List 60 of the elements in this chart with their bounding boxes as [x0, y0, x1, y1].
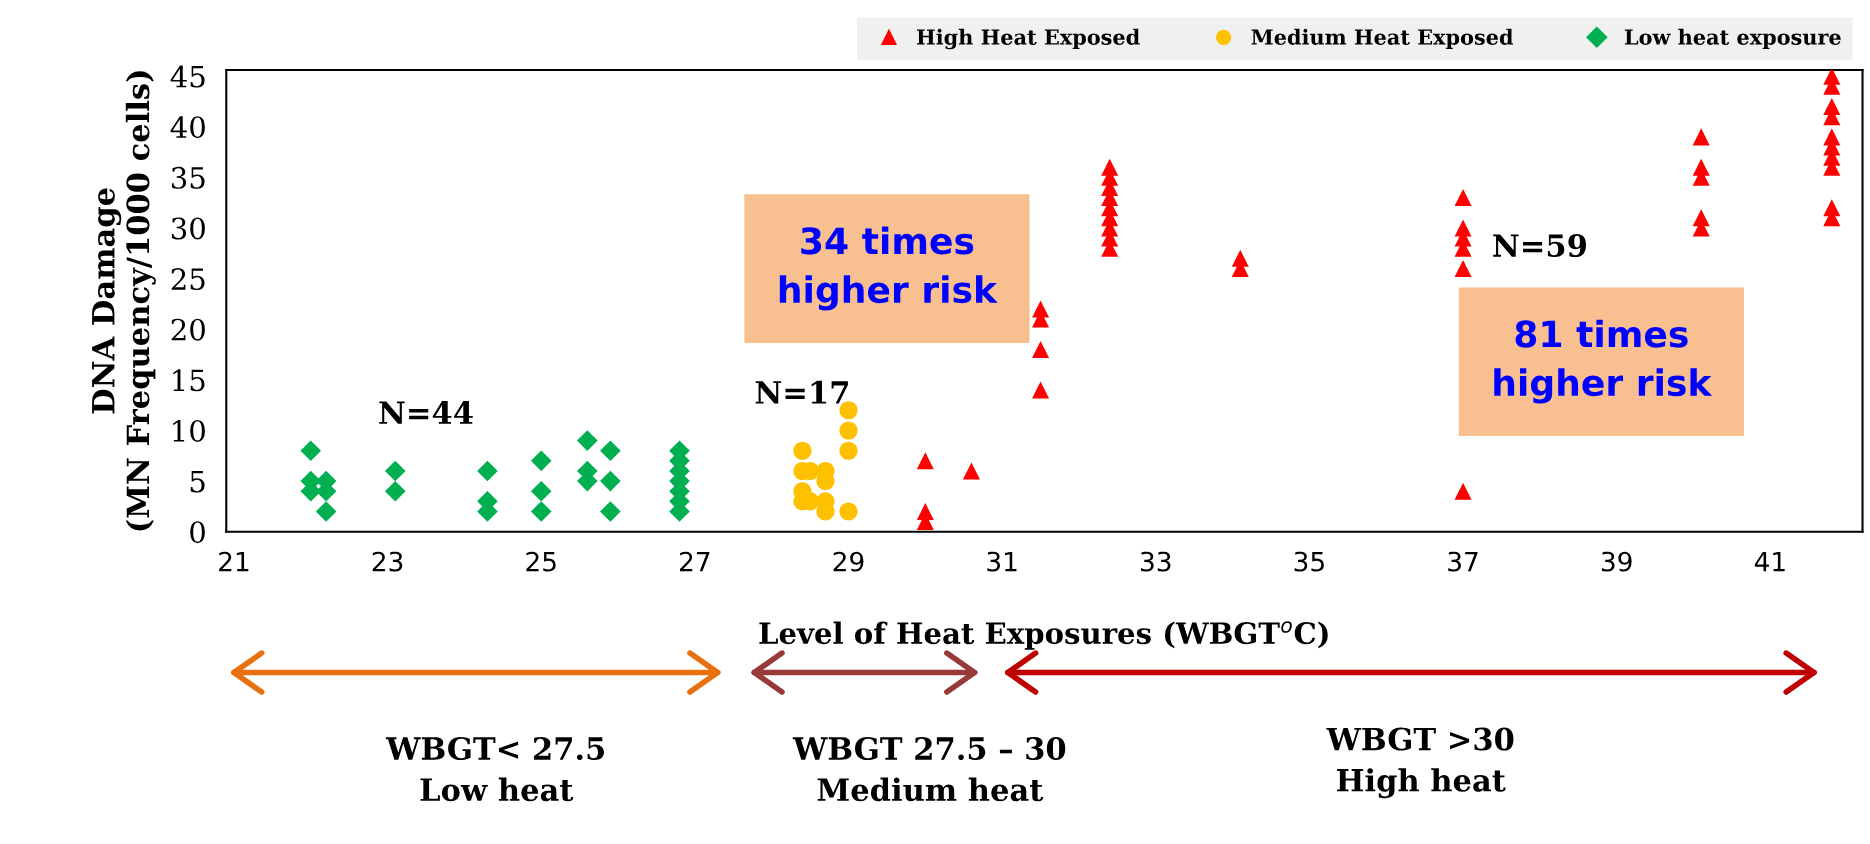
x-tick-label: 25	[526, 551, 556, 572]
point	[384, 460, 406, 482]
point	[477, 460, 498, 482]
point	[530, 480, 552, 502]
legend-label: Medium Heat Exposed	[1251, 28, 1514, 49]
annotation: 34 times higher risk	[779, 226, 998, 311]
legend-label: High Heat Exposed	[917, 28, 1140, 50]
x-tick-label: 41	[1754, 551, 1785, 572]
y-tick-label: 30	[171, 217, 205, 240]
x-axis-title: Level of Heat Exposures (WBGT$^{o}$C)	[759, 621, 1328, 650]
point	[916, 452, 934, 470]
point	[1101, 158, 1119, 176]
annotation: N=44	[379, 401, 473, 424]
text: WBGT< 27.5 Low heat	[385, 736, 605, 802]
text: WBGT >30 High heat	[1326, 727, 1514, 799]
point	[1454, 189, 1472, 207]
point	[600, 501, 621, 522]
point	[839, 421, 858, 440]
point	[384, 480, 406, 502]
point	[1032, 381, 1050, 399]
y-tick-label: 5	[190, 470, 205, 493]
y-tick-label: 45	[170, 65, 205, 88]
point	[1454, 482, 1472, 500]
x-tick-label: 29	[833, 551, 864, 572]
point	[577, 430, 598, 451]
point	[300, 440, 322, 462]
y-tick-label: 40	[170, 116, 205, 139]
annotation: 81 times higher risk	[1494, 319, 1713, 404]
x-tick-label: 39	[1601, 551, 1632, 572]
x-tick-label: 37	[1448, 551, 1478, 572]
legend-label: Low heat exposure	[1624, 28, 1841, 49]
point	[839, 441, 858, 460]
point	[1454, 259, 1472, 277]
y-tick-label: 25	[171, 268, 205, 291]
point	[962, 462, 980, 480]
point	[1032, 340, 1050, 358]
point	[1692, 128, 1710, 146]
point	[530, 501, 552, 522]
y-tick-label: 35	[171, 166, 205, 189]
point	[793, 441, 812, 460]
y-axis-title: DNA Damage (MN Frequency/1000 cells)	[92, 71, 156, 531]
x-tick-label: 35	[1294, 551, 1324, 572]
annotation: N=17	[755, 380, 848, 404]
x-tick-label: 23	[372, 551, 403, 572]
x-tick-label: 27	[680, 551, 710, 572]
y-tick-label: 20	[171, 318, 205, 341]
x-tick-label: 31	[987, 551, 1017, 572]
y-tick-label: 15	[173, 369, 205, 392]
text: WBGT 27.5 – 30 Medium heat	[792, 736, 1066, 802]
point	[315, 501, 337, 522]
point	[839, 502, 858, 521]
x-tick-label: 21	[219, 551, 249, 572]
y-tick-label: 10	[173, 419, 205, 442]
point	[600, 440, 621, 462]
annotation: N=59	[1493, 233, 1586, 258]
point	[1032, 300, 1050, 318]
x-tick-label: 33	[1141, 551, 1171, 572]
point	[600, 470, 621, 492]
y-tick-label: 0	[190, 521, 205, 544]
point	[530, 450, 552, 472]
